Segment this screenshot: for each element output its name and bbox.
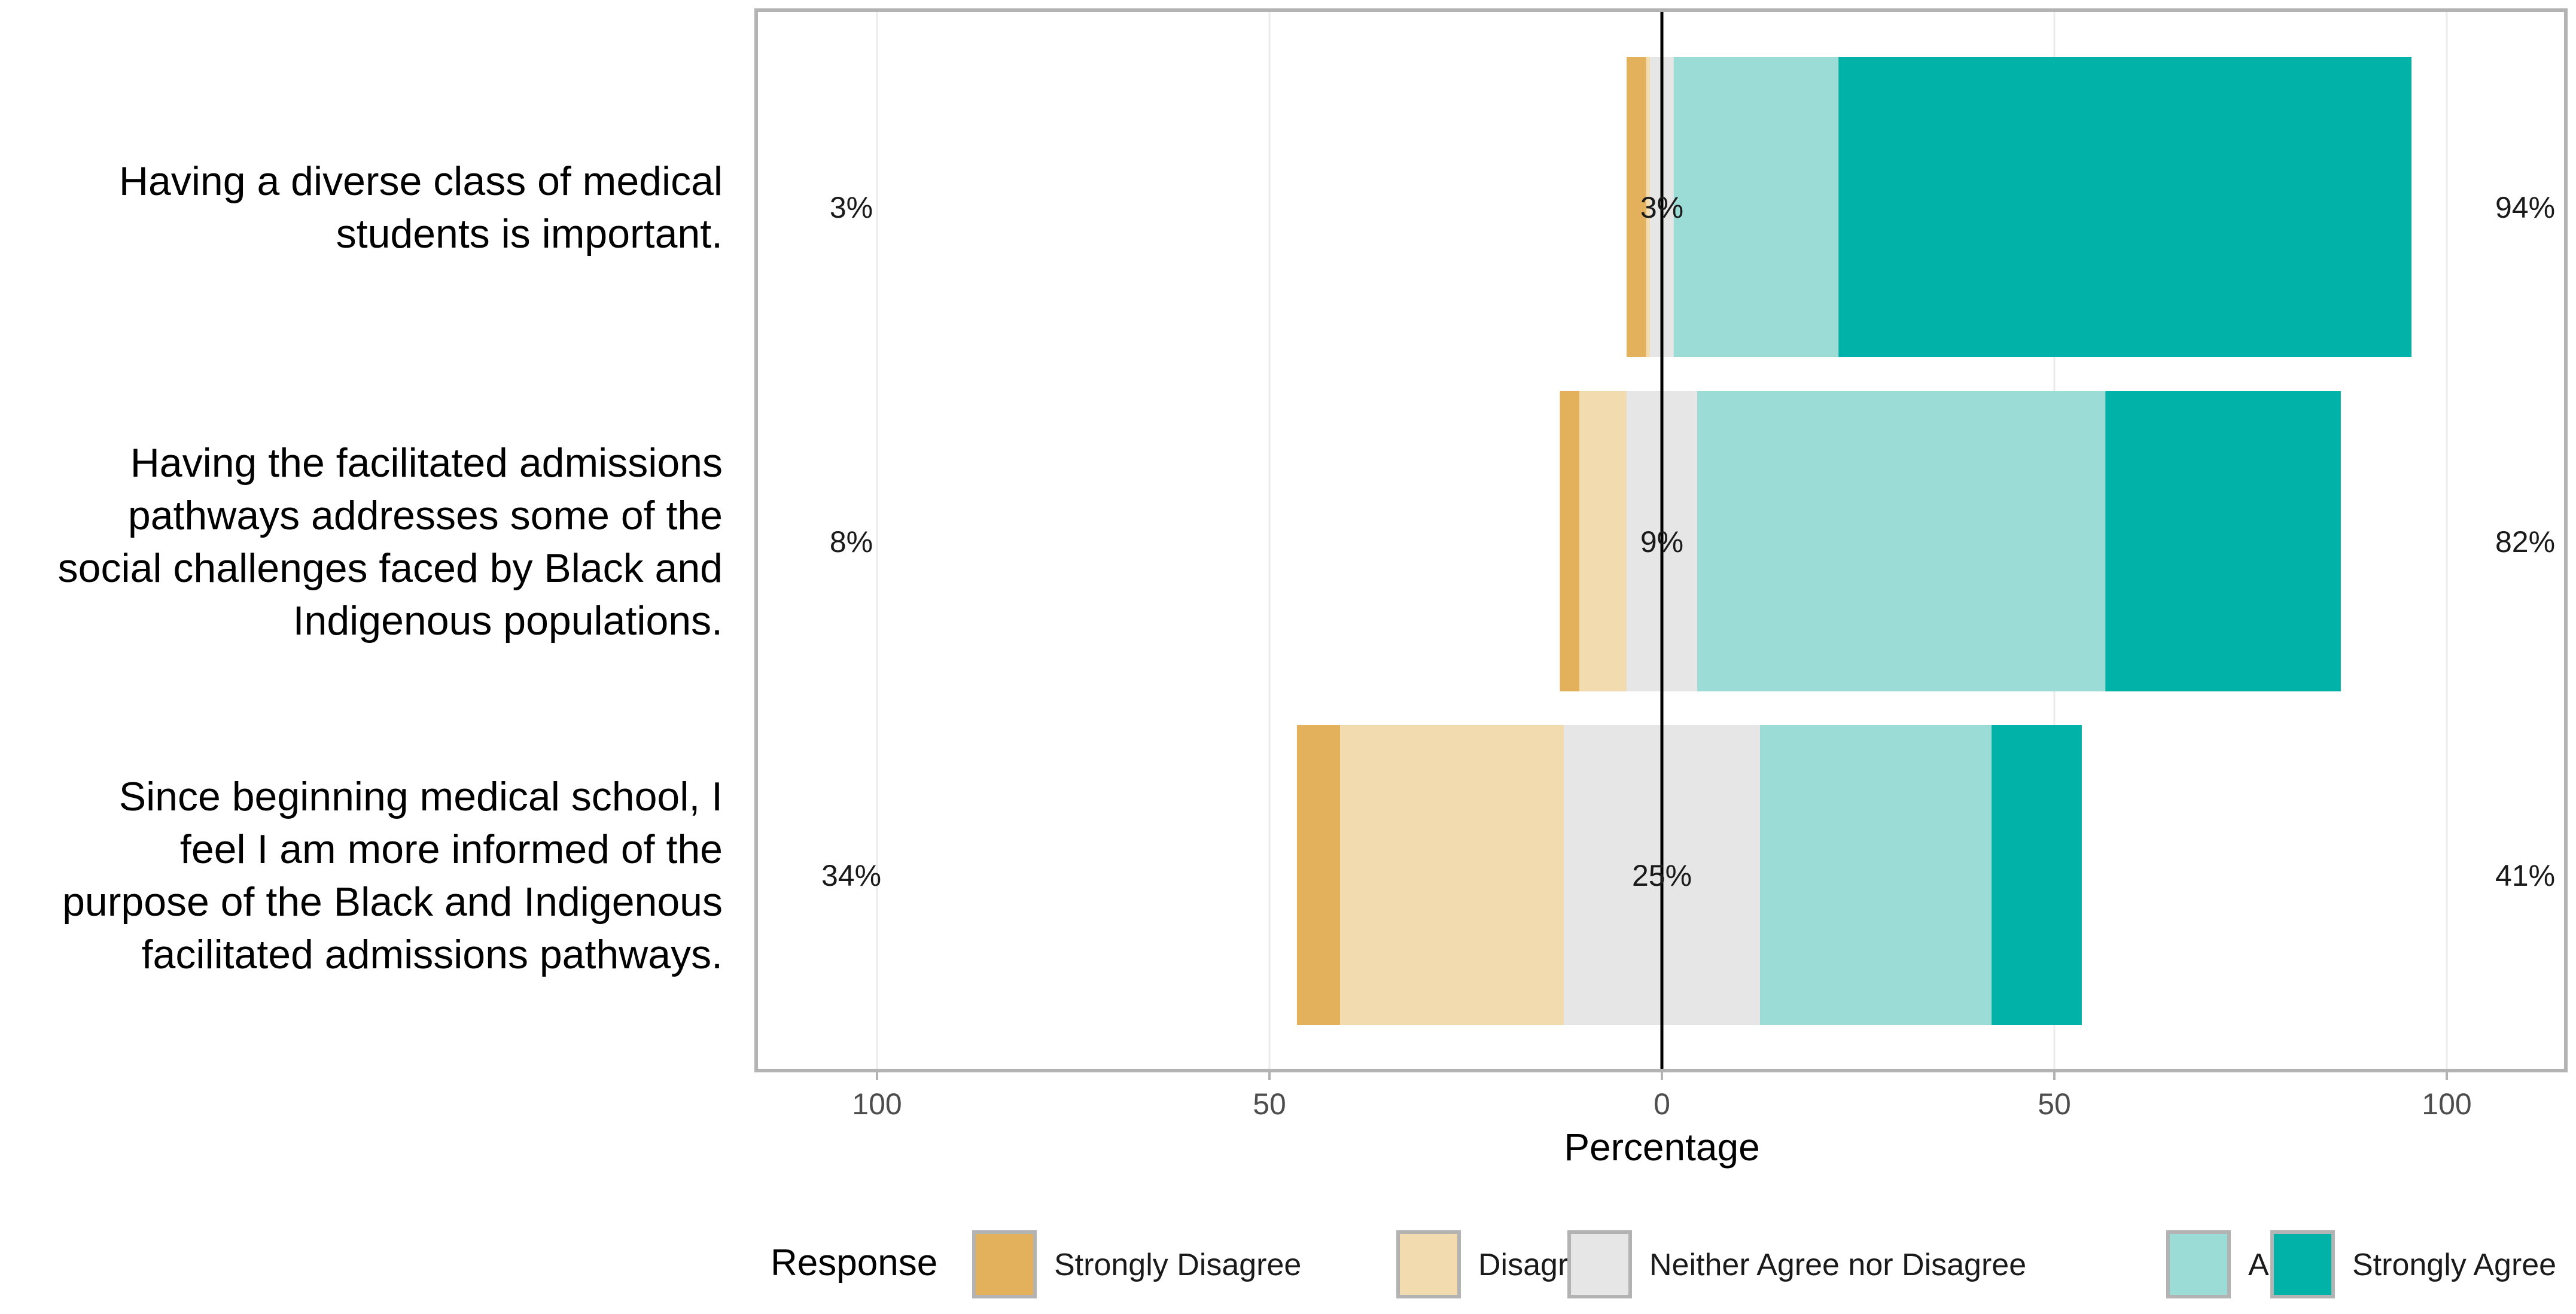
percent-center-label: 9%: [1640, 525, 1683, 559]
question-label: Since beginning medical school, I feel I …: [62, 774, 723, 977]
bar-disagree: [1579, 391, 1627, 691]
legend: Response Strongly Disagree Disagree Neither…: [771, 1230, 2556, 1298]
bar-disagree: [1340, 725, 1564, 1025]
question-label: Having the facilitated admissions pathway…: [58, 440, 723, 644]
percent-right-label: 41%: [2495, 859, 2555, 892]
legend-label-strongly-disagree: Strongly Disagree: [1054, 1248, 1301, 1282]
bars: [1296, 57, 2411, 1025]
question-label-line: facilitated admissions pathways.: [142, 932, 723, 977]
legend-title: Response: [771, 1242, 937, 1283]
question-label-line: pathways addresses some of the: [128, 493, 723, 538]
percent-left-label: 3%: [830, 191, 873, 224]
bar-strongly-disagree: [1626, 57, 1646, 357]
percent-right-label: 82%: [2495, 525, 2555, 559]
x-axis-title: Percentage: [1564, 1126, 1759, 1169]
bar-agree: [1697, 391, 2106, 691]
bar-agree: [1760, 725, 1992, 1025]
x-tick-label: 50: [1253, 1087, 1286, 1121]
x-tick-label: 0: [1654, 1087, 1670, 1121]
bar-strongly-agree: [1992, 725, 2082, 1025]
bar-strongly-disagree: [1560, 391, 1580, 691]
x-tick-label: 100: [852, 1087, 902, 1121]
bar-strongly-disagree: [1296, 725, 1341, 1025]
legend-label-neither-agree-nor-disagree: Neither Agree nor Disagree: [1649, 1248, 2026, 1282]
question-label-line: Having a diverse class of medical: [119, 158, 723, 204]
bar-agree: [1673, 57, 1839, 357]
bar-disagree: [1646, 57, 1651, 357]
question-label-line: feel I am more informed of the: [180, 827, 723, 872]
legend-key-strongly-disagree: [972, 1230, 1037, 1298]
legend-label-strongly-agree: Strongly Agree: [2352, 1248, 2556, 1282]
question-label-line: Having the facilitated admissions: [130, 440, 723, 486]
legend-key-disagree: [1396, 1230, 1461, 1298]
question-label-line: Indigenous populations.: [293, 598, 723, 644]
percent-left-label: 34%: [821, 859, 881, 892]
bar-strongly-agree: [1838, 57, 2411, 357]
percent-center-label: 25%: [1632, 859, 1692, 892]
question-label-line: purpose of the Black and Indigenous: [62, 879, 723, 925]
percent-left-label: 8%: [830, 525, 873, 559]
x-axis: 100 50 0 50 100: [852, 1071, 2472, 1121]
percent-labels: 3% 3% 94% 8% 9% 82% 34% 25% 41%: [821, 191, 2555, 892]
legend-key-agree: [2166, 1230, 2231, 1298]
question-label-line: students is important.: [336, 211, 723, 257]
percent-right-label: 94%: [2495, 191, 2555, 224]
legend-key-strongly-agree: [2270, 1230, 2335, 1298]
question-labels: Having a diverse class of medical student…: [58, 158, 723, 977]
question-label-line: Since beginning medical school, I: [119, 774, 723, 819]
percent-center-label: 3%: [1640, 191, 1683, 224]
bar-strongly-agree: [2105, 391, 2341, 691]
x-tick-label: 100: [2422, 1087, 2471, 1121]
legend-key-neither-agree-nor-disagree: [1567, 1230, 1632, 1298]
x-tick-label: 50: [2038, 1087, 2071, 1121]
question-label-line: social challenges faced by Black and: [58, 545, 723, 591]
question-label: Having a diverse class of medical student…: [119, 158, 723, 257]
